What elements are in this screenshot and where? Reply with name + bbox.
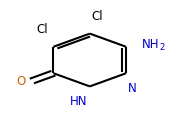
- Text: HN: HN: [70, 95, 88, 108]
- Text: NH: NH: [142, 38, 159, 51]
- Text: O: O: [16, 75, 25, 88]
- Text: N: N: [128, 82, 137, 95]
- Text: Cl: Cl: [36, 23, 48, 36]
- Text: Cl: Cl: [92, 10, 103, 23]
- Text: 2: 2: [160, 43, 165, 52]
